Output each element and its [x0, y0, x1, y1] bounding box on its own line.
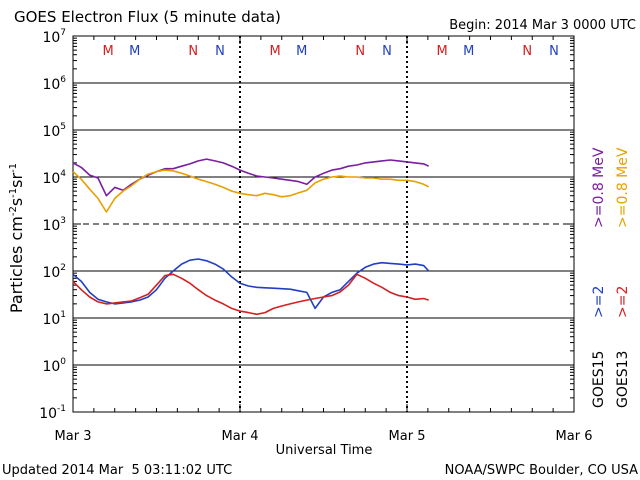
y-tick-label: 102 — [42, 263, 66, 281]
y-tick-label: 106 — [42, 75, 66, 93]
legend-goes13-08mev: >=0.8 MeV — [615, 147, 631, 228]
y-tick-label: 107 — [42, 28, 66, 46]
x-axis-ticks: Mar 3 Mar 4 Mar 5 Mar 6 — [55, 36, 593, 444]
marker-n: N — [355, 44, 365, 59]
x-axis-label: Universal Time — [276, 443, 373, 458]
marker-m: M — [269, 44, 280, 59]
series-line-0 — [72, 158, 430, 197]
marker-n: N — [188, 44, 198, 59]
legend-goes13-2mev: >=2 — [615, 286, 631, 318]
y-tick-label: 100 — [42, 357, 66, 375]
x-tick-label: Mar 6 — [556, 429, 593, 444]
marker-n: N — [549, 44, 559, 59]
series-line-2 — [72, 258, 430, 310]
x-tick-label: Mar 5 — [389, 429, 426, 444]
y-tick-label: 10-1 — [39, 404, 66, 422]
legend-goes15-08mev: >=0.8 MeV — [591, 147, 607, 228]
x-tick-label: Mar 3 — [55, 429, 92, 444]
y-tick-label: 103 — [42, 216, 66, 234]
updated-timestamp: Updated 2014 Mar 5 03:11:02 UTC — [2, 463, 232, 478]
marker-m: M — [463, 44, 474, 59]
y-tick-label: 101 — [42, 310, 66, 328]
marker-m: M — [436, 44, 447, 59]
y-axis-label: Particles cm-2s-1sr-1 — [7, 163, 26, 313]
marker-m: M — [102, 44, 113, 59]
y-tick-label: 105 — [42, 122, 66, 140]
legend-goes15: GOES15 — [591, 351, 607, 408]
legend-goes13: GOES13 — [615, 351, 631, 408]
gridlines — [73, 82, 574, 366]
y-tick-label: 104 — [42, 169, 66, 187]
chart-title: GOES Electron Flux (5 minute data) — [14, 8, 281, 26]
credit-label: NOAA/SWPC Boulder, CO USA — [445, 463, 638, 478]
series-lines — [72, 158, 430, 316]
marker-n: N — [522, 44, 532, 59]
right-legend: >=0.8 MeV >=0.8 MeV >=2 >=2 GOES15 GOES1… — [591, 147, 631, 408]
series-line-3 — [72, 273, 429, 316]
x-tick-label: Mar 4 — [222, 429, 259, 444]
begin-label: Begin: 2014 Mar 3 0000 UTC — [449, 18, 636, 33]
marker-m: M — [296, 44, 307, 59]
y-axis-ticks: 10-1 100 101 102 103 104 105 106 107 — [39, 28, 574, 422]
marker-n: N — [382, 44, 392, 59]
legend-goes15-2mev: >=2 — [591, 286, 607, 318]
marker-m: M — [129, 44, 140, 59]
series-line-1 — [72, 169, 430, 213]
marker-n: N — [215, 44, 225, 59]
